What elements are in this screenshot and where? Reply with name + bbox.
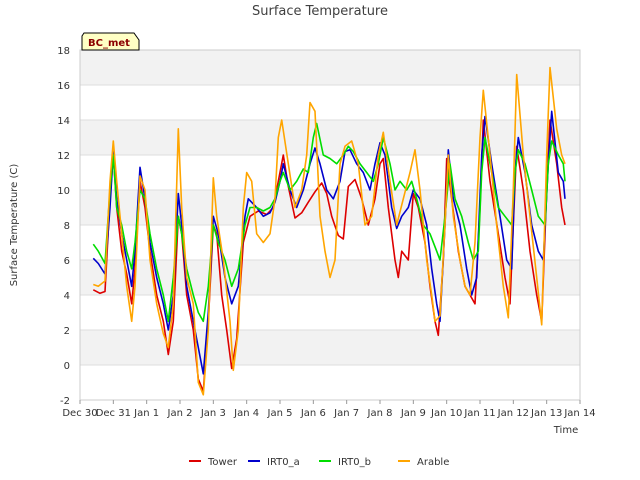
grid-band [80, 50, 580, 85]
series-lines [92, 66, 566, 396]
x-tick-label: Dec 31 [96, 408, 131, 419]
grid-band [80, 330, 580, 365]
y-tick-label: 16 [57, 81, 70, 92]
y-tick-label: 2 [64, 326, 70, 337]
x-tick-label: Jan 8 [367, 408, 393, 419]
x-tick-label: Jan 10 [430, 408, 462, 419]
x-tick-label: Jan 13 [530, 408, 562, 419]
grid-band [80, 120, 580, 155]
series-line-arable [93, 66, 566, 396]
x-tick-label: Jan 12 [497, 408, 529, 419]
plot-frame [79, 49, 581, 401]
x-tick-label: Jan 1 [133, 408, 159, 419]
x-tick-label: Jan 5 [267, 408, 293, 419]
y-tick-label: 14 [57, 116, 70, 127]
station-tag: BC_met [81, 32, 140, 51]
legend-label-irt0-a: IRT0_a [267, 457, 300, 468]
y-tick-label: 18 [57, 46, 70, 57]
x-tick-label: Jan 11 [463, 408, 495, 419]
y-tick-label: 4 [64, 291, 70, 302]
y-tick-label: 0 [64, 361, 70, 372]
x-tick-label: Jan 14 [563, 408, 595, 419]
x-tick-label: Jan 7 [333, 408, 359, 419]
legend-label-tower: Tower [207, 457, 238, 468]
x-tick-label: Jan 3 [200, 408, 226, 419]
station-tag-label: BC_met [88, 38, 130, 49]
legend: Tower IRT0_a IRT0_b Arable [189, 457, 449, 468]
chart-title: Surface Temperature [252, 4, 388, 19]
x-tick-label: Jan 4 [233, 408, 259, 419]
y-axis-ticks: -2 0 2 4 6 8 10 12 14 16 18 [57, 46, 70, 407]
station-tag-box [81, 32, 140, 51]
y-tick-label: 8 [64, 221, 70, 232]
x-tick-label: Jan 6 [300, 408, 326, 419]
y-tick-label: -2 [60, 396, 70, 407]
y-tick-label: 10 [57, 186, 70, 197]
legend-label-arable: Arable [417, 457, 449, 468]
x-tick-label: Jan 9 [400, 408, 426, 419]
legend-label-irt0-b: IRT0_b [338, 457, 371, 468]
x-tick-label: Dec 30 [62, 408, 97, 419]
series-line-irt0-b [92, 122, 566, 323]
y-axis-label: Surface Temperature (C) [9, 164, 20, 287]
x-axis-label: Time [553, 425, 578, 436]
x-tick-label: Jan 2 [167, 408, 193, 419]
y-tick-label: 12 [57, 151, 70, 162]
y-tick-label: 6 [64, 256, 70, 267]
